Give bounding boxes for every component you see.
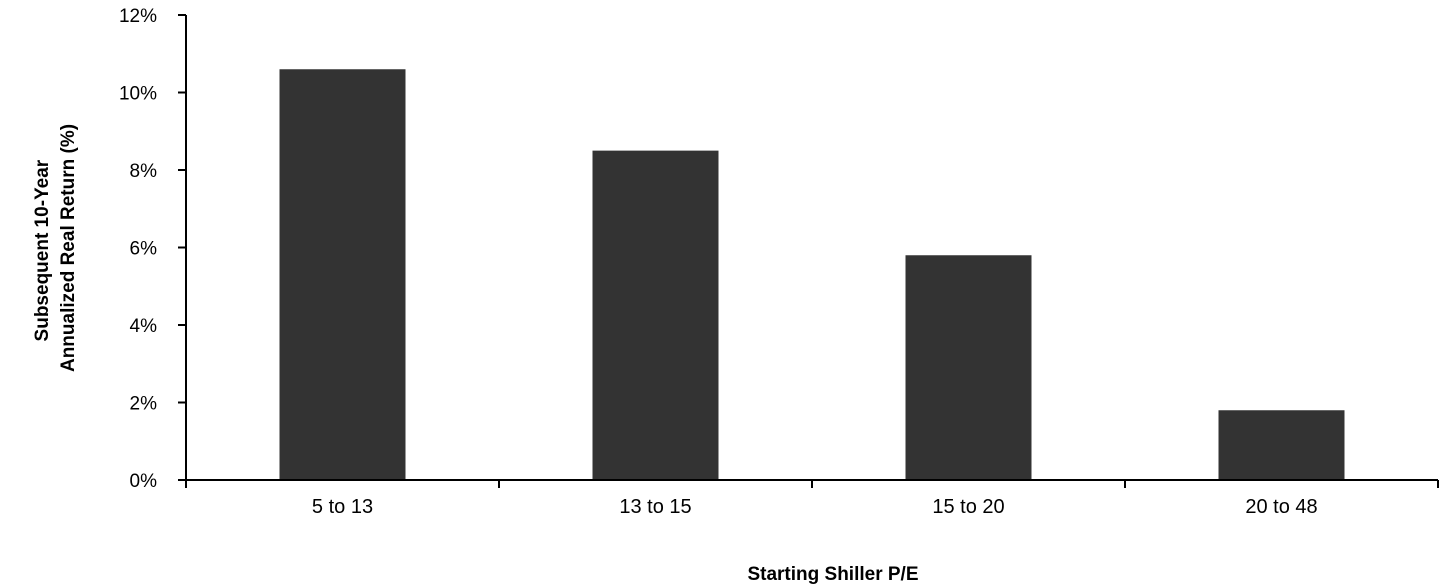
y-axis-title-line-1: Subsequent 10-Year <box>32 159 53 341</box>
y-tick-label: 4% <box>130 316 158 337</box>
bar <box>905 255 1032 480</box>
bars <box>279 69 1345 480</box>
x-tick-label: 5 to 13 <box>312 496 373 518</box>
bar <box>1218 410 1345 480</box>
y-axis-title: Subsequent 10-Year Annualized Real Retur… <box>32 124 79 372</box>
x-axis-title: Starting Shiller P/E <box>747 564 918 585</box>
x-tick-label: 13 to 15 <box>619 496 691 518</box>
y-tick-label: 0% <box>130 471 158 492</box>
x-axis-ticks: 5 to 13 13 to 15 15 to 20 20 to 48 <box>185 480 1439 518</box>
bar <box>592 150 719 480</box>
y-tick-label: 2% <box>130 394 158 415</box>
y-tick-label: 12% <box>119 6 157 27</box>
x-tick-label: 20 to 48 <box>1245 496 1317 518</box>
y-tick-label: 6% <box>130 239 158 260</box>
y-axis-ticks: 0% 2% 4% 6% 8% 10% 12% <box>119 6 186 492</box>
x-tick-label: 15 to 20 <box>932 496 1004 518</box>
bar <box>279 69 406 480</box>
y-tick-label: 8% <box>130 161 158 182</box>
y-tick-label: 10% <box>119 84 157 105</box>
y-axis-title-line-2: Annualized Real Return (%) <box>58 124 79 372</box>
